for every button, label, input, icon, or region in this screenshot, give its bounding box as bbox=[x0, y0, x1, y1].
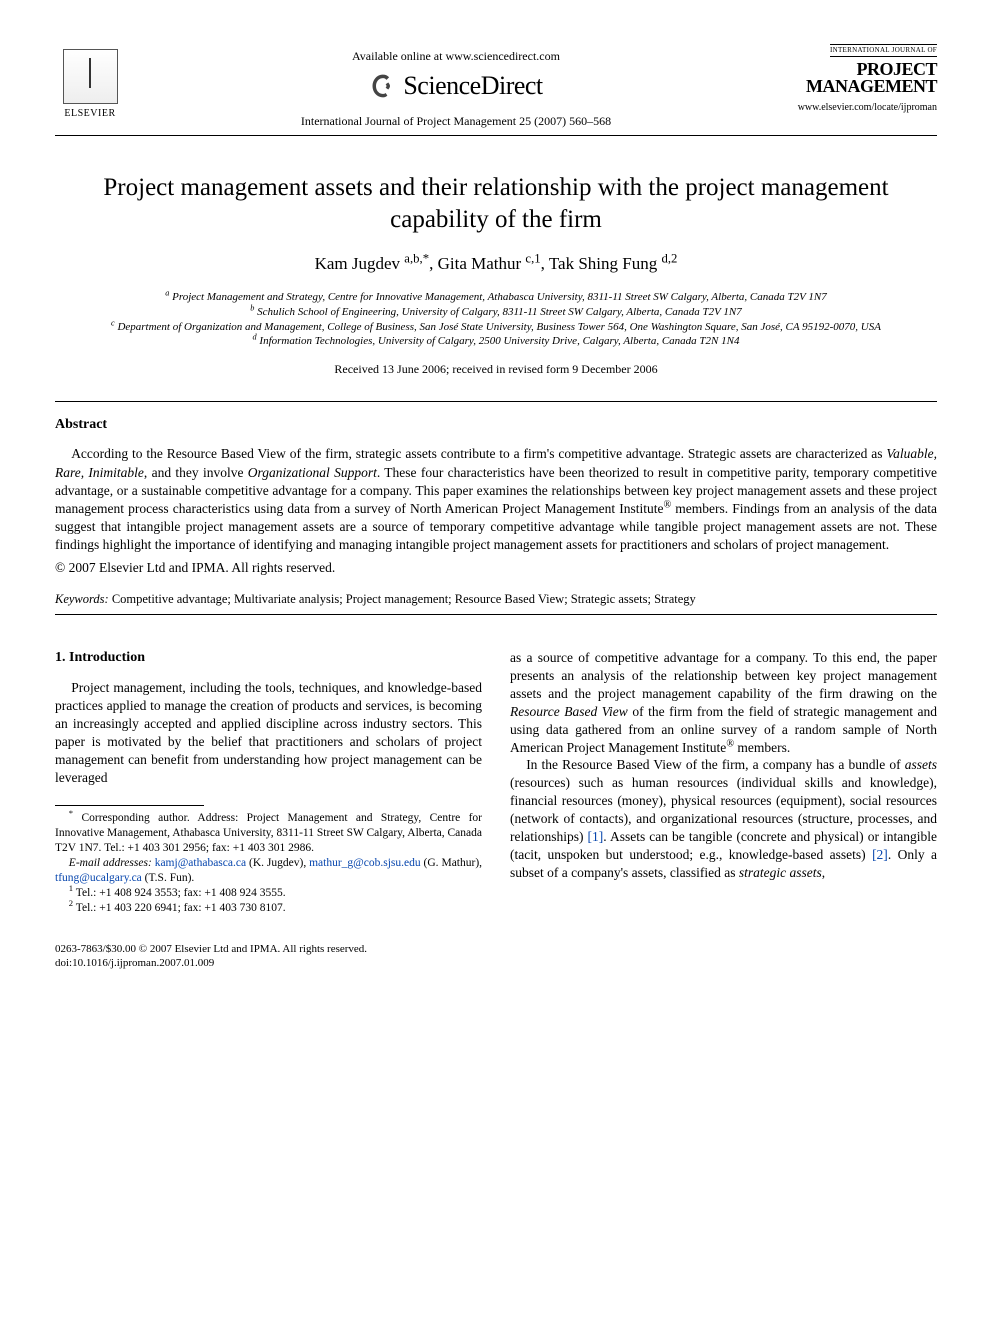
issn-copyright: 0263-7863/$30.00 © 2007 Elsevier Ltd and… bbox=[55, 942, 937, 956]
footnote-2: 2 Tel.: +1 403 220 6941; fax: +1 403 730… bbox=[55, 901, 482, 916]
email-who-1: (K. Jugdev), bbox=[246, 857, 309, 869]
body-columns: 1. Introduction Project management, incl… bbox=[55, 649, 937, 916]
right-column: as a source of competitive advantage for… bbox=[510, 649, 937, 916]
affiliation-d: d Information Technologies, University o… bbox=[65, 334, 927, 349]
footnote-corresponding-text: Corresponding author. Address: Project M… bbox=[55, 812, 482, 854]
sciencedirect-text: ScienceDirect bbox=[403, 68, 542, 103]
elsevier-label: ELSEVIER bbox=[64, 107, 115, 121]
affiliation-b: b Schulich School of Engineering, Univer… bbox=[65, 305, 927, 320]
affiliation-a-text: Project Management and Strategy, Centre … bbox=[172, 291, 827, 303]
footnote-2-text: Tel.: +1 403 220 6941; fax: +1 403 730 8… bbox=[76, 902, 286, 914]
ref-link-1[interactable]: [1] bbox=[588, 829, 604, 844]
bottom-meta: 0263-7863/$30.00 © 2007 Elsevier Ltd and… bbox=[55, 942, 937, 971]
affiliation-c: c Department of Organization and Managem… bbox=[65, 320, 927, 335]
footnote-emails-label: E-mail addresses: bbox=[69, 857, 152, 869]
section-heading-intro: 1. Introduction bbox=[55, 649, 482, 668]
intro-para-1: Project management, including the tools,… bbox=[55, 679, 482, 787]
footnote-1-text: Tel.: +1 408 924 3553; fax: +1 408 924 3… bbox=[76, 887, 286, 899]
header-center: Available online at www.sciencedirect.co… bbox=[125, 40, 787, 129]
affiliation-b-text: Schulich School of Engineering, Universi… bbox=[257, 306, 742, 318]
affiliation-d-text: Information Technologies, University of … bbox=[259, 335, 739, 347]
sciencedirect-icon bbox=[369, 72, 397, 100]
abstract-copyright: © 2007 Elsevier Ltd and IPMA. All rights… bbox=[55, 559, 937, 577]
header-rule bbox=[55, 135, 937, 136]
sciencedirect-brand: ScienceDirect bbox=[125, 68, 787, 103]
abstract-body: According to the Resource Based View of … bbox=[55, 445, 937, 554]
footnote-1: 1 Tel.: +1 408 924 3553; fax: +1 408 924… bbox=[55, 886, 482, 901]
abstract-para: According to the Resource Based View of … bbox=[55, 445, 937, 554]
footnote-emails: E-mail addresses: kamj@athabasca.ca (K. … bbox=[55, 856, 482, 886]
journal-logo-line2: MANAGEMENT bbox=[806, 76, 937, 96]
footnote-rule bbox=[55, 805, 204, 806]
intro-para-2: as a source of competitive advantage for… bbox=[510, 649, 937, 757]
affiliation-a: a Project Management and Strategy, Centr… bbox=[65, 290, 927, 305]
email-link-1[interactable]: kamj@athabasca.ca bbox=[155, 857, 246, 869]
header-row: ELSEVIER Available online at www.science… bbox=[55, 40, 937, 129]
journal-url: www.elsevier.com/locate/ijproman bbox=[787, 101, 937, 115]
elsevier-tree-icon bbox=[63, 49, 118, 104]
ref-link-2[interactable]: [2] bbox=[872, 847, 888, 862]
journal-reference: International Journal of Project Managem… bbox=[125, 113, 787, 129]
keywords-list: Competitive advantage; Multivariate anal… bbox=[112, 592, 696, 606]
abstract-heading: Abstract bbox=[55, 416, 937, 435]
available-online-text: Available online at www.sciencedirect.co… bbox=[125, 48, 787, 64]
email-who-3: (T.S. Fun). bbox=[142, 872, 195, 884]
journal-logo-overline: INTERNATIONAL JOURNAL OF bbox=[830, 44, 937, 57]
authors-line: Kam Jugdev a,b,*, Gita Mathur c,1, Tak S… bbox=[55, 253, 937, 276]
abstract-top-rule bbox=[55, 401, 937, 402]
affiliation-c-text: Department of Organization and Managemen… bbox=[117, 321, 881, 333]
received-dates: Received 13 June 2006; received in revis… bbox=[55, 361, 937, 377]
footnote-corresponding: * Corresponding author. Address: Project… bbox=[55, 811, 482, 856]
email-who-2: (G. Mathur), bbox=[421, 857, 482, 869]
journal-logo-title: PROJECT MANAGEMENT bbox=[787, 61, 937, 95]
doi-line: doi:10.1016/j.ijproman.2007.01.009 bbox=[55, 956, 937, 970]
email-link-2[interactable]: mathur_g@cob.sjsu.edu bbox=[309, 857, 421, 869]
keywords-line: Keywords: Competitive advantage; Multiva… bbox=[55, 591, 937, 608]
journal-logo: INTERNATIONAL JOURNAL OF PROJECT MANAGEM… bbox=[787, 40, 937, 115]
footnotes-block: * Corresponding author. Address: Project… bbox=[55, 811, 482, 916]
elsevier-logo: ELSEVIER bbox=[55, 40, 125, 120]
abstract-bottom-rule bbox=[55, 614, 937, 615]
left-column: 1. Introduction Project management, incl… bbox=[55, 649, 482, 916]
paper-title: Project management assets and their rela… bbox=[95, 172, 897, 235]
keywords-label: Keywords: bbox=[55, 592, 109, 606]
intro-para-3: In the Resource Based View of the firm, … bbox=[510, 756, 937, 882]
